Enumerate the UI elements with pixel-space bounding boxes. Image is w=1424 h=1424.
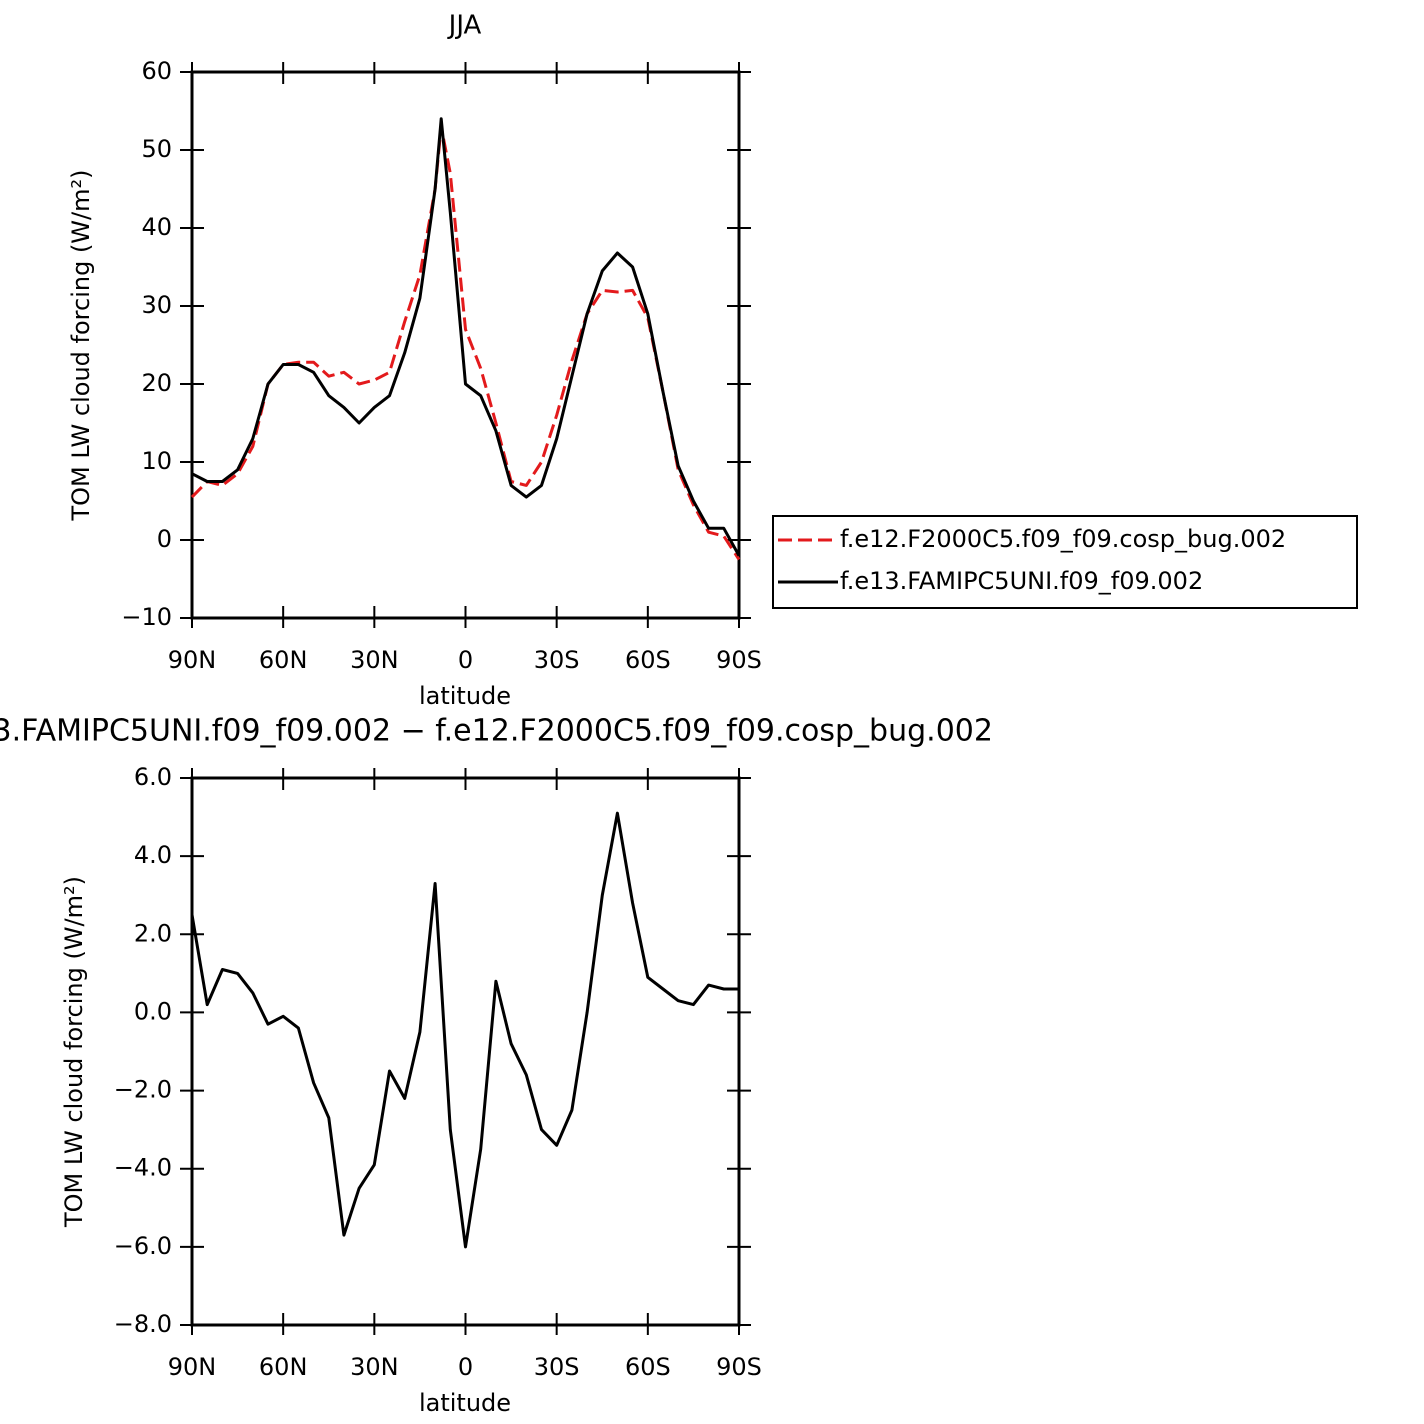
x-tick-label: 60N xyxy=(259,1353,308,1381)
x-tick-label: 90S xyxy=(716,646,762,674)
y-tick-label: 20 xyxy=(141,369,172,397)
y-tick-label: 30 xyxy=(141,291,172,319)
x-tick-label: 90N xyxy=(168,1353,217,1381)
plot-frame xyxy=(190,70,741,620)
x-axis-label: latitude xyxy=(419,1389,511,1417)
x-tick-label: 0 xyxy=(458,1353,473,1381)
chart-title: JJA xyxy=(447,11,482,41)
y-tick-label: −8.0 xyxy=(114,1310,172,1338)
y-tick-label: 50 xyxy=(141,135,172,163)
legend-label: f.e13.FAMIPC5UNI.f09_f09.002 xyxy=(840,567,1203,595)
y-axis-label: TOM LW cloud forcing (W/m²) xyxy=(60,876,88,1228)
y-tick-label: 4.0 xyxy=(134,841,172,869)
y-tick-label: 0 xyxy=(157,525,172,553)
y-tick-label: 10 xyxy=(141,447,172,475)
y-tick-label: −10 xyxy=(121,603,172,631)
data-line xyxy=(191,117,741,557)
x-tick-label: 60N xyxy=(259,646,308,674)
x-tick-label: 0 xyxy=(458,646,473,674)
x-tick-label: 90N xyxy=(168,646,217,674)
y-tick-label: −2.0 xyxy=(114,1076,172,1104)
y-tick-label: 60 xyxy=(141,57,172,85)
x-tick-label: 60S xyxy=(625,1353,671,1381)
x-tick-label: 30N xyxy=(350,1353,399,1381)
x-tick-label: 90S xyxy=(716,1353,762,1381)
y-tick-label: 6.0 xyxy=(134,763,172,791)
y-tick-label: 40 xyxy=(141,213,172,241)
x-tick-label: 30S xyxy=(534,646,580,674)
legend-box xyxy=(772,515,1358,609)
x-axis-label: latitude xyxy=(419,682,511,710)
y-tick-label: −4.0 xyxy=(114,1154,172,1182)
data-line xyxy=(190,125,741,561)
legend-label: f.e12.F2000C5.f09_f09.cosp_bug.002 xyxy=(840,525,1286,553)
x-tick-label: 30S xyxy=(534,1353,580,1381)
y-tick-label: 0.0 xyxy=(134,997,172,1025)
x-tick-label: 30N xyxy=(350,646,399,674)
data-line xyxy=(190,811,739,1249)
y-axis-label: TOM LW cloud forcing (W/m²) xyxy=(67,170,95,522)
x-tick-label: 60S xyxy=(625,646,671,674)
y-tick-label: −6.0 xyxy=(114,1232,172,1260)
y-tick-label: 2.0 xyxy=(134,919,172,947)
chart-title: f.e13.FAMIPC5UNI.f09_f09.002 − f.e12.F20… xyxy=(0,714,993,749)
